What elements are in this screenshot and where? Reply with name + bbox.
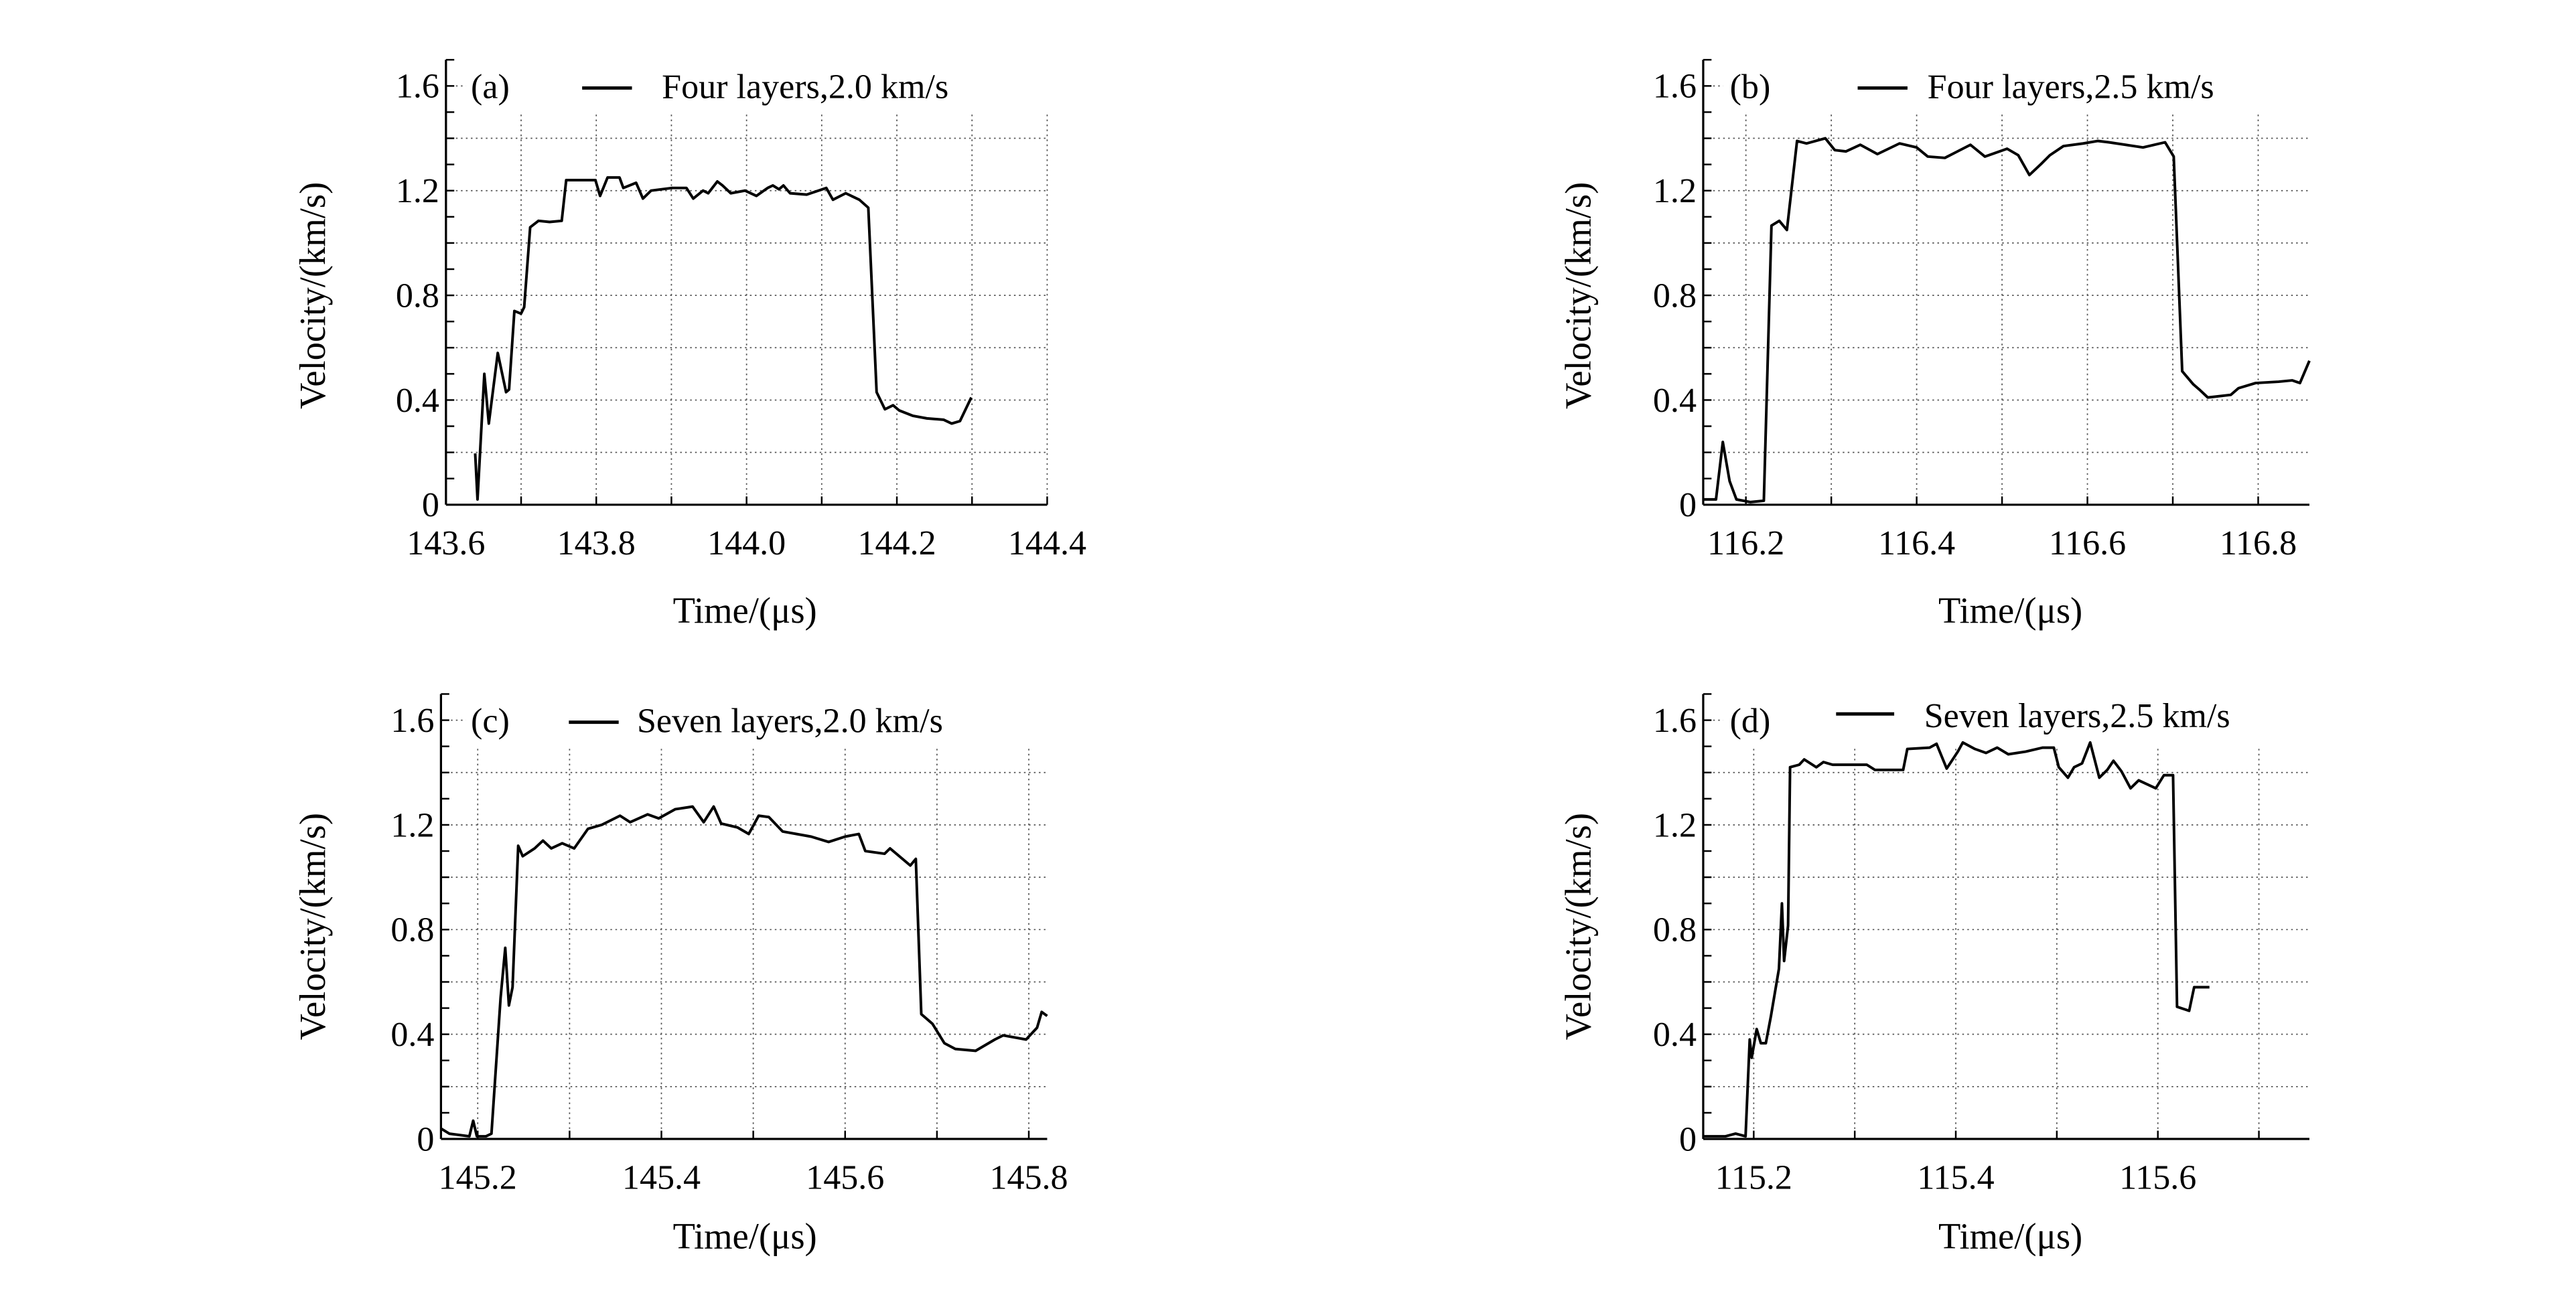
y-tick-label: 0.4 xyxy=(390,1016,434,1054)
series-line xyxy=(1704,741,2210,1138)
legend-label: Four layers,2.5 km/s xyxy=(1928,68,2214,106)
x-tick-label: 116.4 xyxy=(1878,524,1955,562)
y-tick-label: 0.8 xyxy=(390,911,434,949)
x-tick-label: 144.0 xyxy=(707,524,786,562)
x-tick-label: 143.6 xyxy=(407,524,485,562)
legend-label: Four layers,2.0 km/s xyxy=(662,68,948,106)
y-tick-label: 0 xyxy=(417,1120,434,1158)
y-tick-label: 1.6 xyxy=(1653,702,1697,740)
legend-background xyxy=(1723,66,2308,110)
x-axis-title: Time/(μs) xyxy=(1938,590,2082,631)
x-tick-label: 145.6 xyxy=(806,1158,884,1197)
y-tick-label: 0.8 xyxy=(396,277,439,315)
x-tick-label: 144.2 xyxy=(857,524,936,562)
y-tick-label: 0.8 xyxy=(1653,277,1697,315)
panel-label: (c) xyxy=(471,702,510,741)
legend-background xyxy=(466,66,1048,110)
x-tick-label: 145.4 xyxy=(622,1158,701,1197)
y-tick-label: 1.6 xyxy=(390,702,434,740)
y-tick-label: 1.6 xyxy=(1653,68,1697,106)
y-tick-label: 1.2 xyxy=(390,806,434,844)
y-axis-title: Velocity/(km/s) xyxy=(292,182,333,409)
y-tick-label: 0 xyxy=(422,486,439,524)
x-tick-label: 116.2 xyxy=(1707,524,1784,562)
x-tick-label: 145.2 xyxy=(439,1158,517,1197)
y-axis-title: Velocity/(km/s) xyxy=(292,813,333,1040)
y-tick-label: 1.2 xyxy=(396,172,439,210)
x-axis-title: Time/(μs) xyxy=(673,1216,817,1257)
panel-a: Velocity/(km/s) Time/(μs) (a) Four layer… xyxy=(292,59,1086,631)
y-axis-title: Velocity/(km/s) xyxy=(1557,813,1598,1040)
x-axis-title: Time/(μs) xyxy=(673,590,817,631)
x-tick-label: 115.2 xyxy=(1715,1158,1792,1197)
y-axis-title: Velocity/(km/s) xyxy=(1557,182,1598,409)
x-tick-label: 144.4 xyxy=(1008,524,1086,562)
x-tick-label: 115.4 xyxy=(1917,1158,1994,1197)
y-tick-label: 1.2 xyxy=(1653,806,1697,844)
series-line xyxy=(440,805,1048,1138)
legend-background xyxy=(1723,697,2321,741)
panel-c: Velocity/(km/s) Time/(μs) (c) Seven laye… xyxy=(292,693,1068,1257)
x-tick-label: 145.8 xyxy=(989,1158,1068,1197)
panel-label: (a) xyxy=(471,68,510,106)
panel-d: Velocity/(km/s) Time/(μs) (d) Seven laye… xyxy=(1557,693,2321,1257)
x-tick-label: 116.8 xyxy=(2220,524,2297,562)
y-tick-label: 1.2 xyxy=(1653,172,1697,210)
y-tick-label: 0 xyxy=(1679,486,1697,524)
panel-label: (d) xyxy=(1730,702,1771,741)
series-line xyxy=(1703,137,2311,504)
panel-b: Velocity/(km/s) Time/(μs) (b) Four layer… xyxy=(1557,59,2311,631)
y-tick-label: 0.4 xyxy=(396,382,439,420)
y-tick-label: 0.4 xyxy=(1653,382,1697,420)
x-axis-title: Time/(μs) xyxy=(1938,1216,2082,1257)
legend-background xyxy=(466,700,1048,744)
legend-label: Seven layers,2.5 km/s xyxy=(1924,697,2230,735)
y-tick-label: 0.4 xyxy=(1653,1016,1697,1054)
x-tick-label: 115.6 xyxy=(2119,1158,2196,1197)
x-tick-label: 143.8 xyxy=(557,524,636,562)
panel-label: (b) xyxy=(1730,68,1771,106)
y-tick-label: 1.6 xyxy=(396,68,439,106)
x-tick-label: 116.6 xyxy=(2049,524,2126,562)
y-tick-label: 0.8 xyxy=(1653,911,1697,949)
legend-label: Seven layers,2.0 km/s xyxy=(637,702,943,741)
series-line xyxy=(474,176,973,501)
y-tick-label: 0 xyxy=(1679,1120,1697,1158)
